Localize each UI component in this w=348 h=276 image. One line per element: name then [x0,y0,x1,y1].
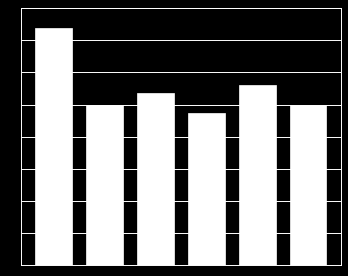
Bar [290,105,326,265]
Bar [188,113,225,265]
Bar [137,93,174,265]
Bar [35,28,72,265]
Bar [86,105,123,265]
Bar [239,85,276,265]
